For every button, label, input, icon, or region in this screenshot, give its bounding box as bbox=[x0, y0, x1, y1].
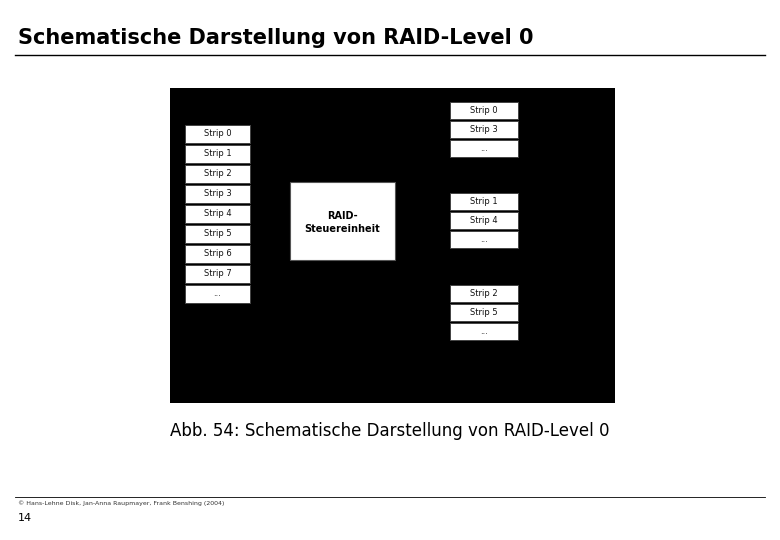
Text: Strip 3: Strip 3 bbox=[470, 125, 498, 134]
Bar bbox=[450, 231, 518, 248]
Text: 14: 14 bbox=[18, 513, 32, 523]
Text: Strip 2: Strip 2 bbox=[470, 289, 498, 298]
Bar bbox=[185, 145, 250, 163]
Bar bbox=[450, 323, 518, 340]
Text: Abb. 54: Schematische Darstellung von RAID-Level 0: Abb. 54: Schematische Darstellung von RA… bbox=[170, 422, 610, 440]
Bar bbox=[185, 265, 250, 283]
Bar bbox=[170, 88, 615, 403]
Text: ...: ... bbox=[480, 235, 488, 244]
Text: Strip 5: Strip 5 bbox=[470, 308, 498, 317]
Text: Strip 1: Strip 1 bbox=[204, 150, 232, 159]
Text: Strip 0: Strip 0 bbox=[470, 106, 498, 115]
Bar bbox=[185, 285, 250, 303]
Text: ...: ... bbox=[480, 144, 488, 153]
Text: Strip 2: Strip 2 bbox=[204, 170, 232, 179]
Text: © Hans-Lehne Disk, Jan-Anna Raupmayer, Frank Benshing (2004): © Hans-Lehne Disk, Jan-Anna Raupmayer, F… bbox=[18, 500, 225, 505]
Text: Steuereinheit: Steuereinheit bbox=[305, 224, 381, 234]
Bar bbox=[290, 182, 395, 260]
Text: Strip 4: Strip 4 bbox=[204, 210, 232, 219]
Bar bbox=[450, 121, 518, 138]
Text: Strip 1: Strip 1 bbox=[470, 197, 498, 206]
Bar bbox=[185, 205, 250, 223]
Bar bbox=[185, 245, 250, 263]
Text: ...: ... bbox=[480, 327, 488, 336]
Bar bbox=[450, 285, 518, 302]
Text: ...: ... bbox=[214, 289, 222, 299]
Text: Strip 0: Strip 0 bbox=[204, 130, 232, 138]
Text: Strip 3: Strip 3 bbox=[204, 190, 232, 199]
Bar bbox=[450, 102, 518, 119]
Text: RAID-: RAID- bbox=[327, 211, 358, 221]
Text: Strip 7: Strip 7 bbox=[204, 269, 232, 279]
Text: Strip 6: Strip 6 bbox=[204, 249, 232, 259]
Text: Strip 4: Strip 4 bbox=[470, 216, 498, 225]
Bar bbox=[450, 304, 518, 321]
Text: Strip 5: Strip 5 bbox=[204, 230, 232, 239]
Bar bbox=[185, 165, 250, 183]
Bar bbox=[450, 140, 518, 157]
Text: Schematische Darstellung von RAID-Level 0: Schematische Darstellung von RAID-Level … bbox=[18, 28, 534, 48]
Bar bbox=[185, 225, 250, 243]
Bar bbox=[450, 193, 518, 210]
Bar bbox=[185, 185, 250, 203]
Bar bbox=[185, 125, 250, 143]
Bar bbox=[450, 212, 518, 229]
